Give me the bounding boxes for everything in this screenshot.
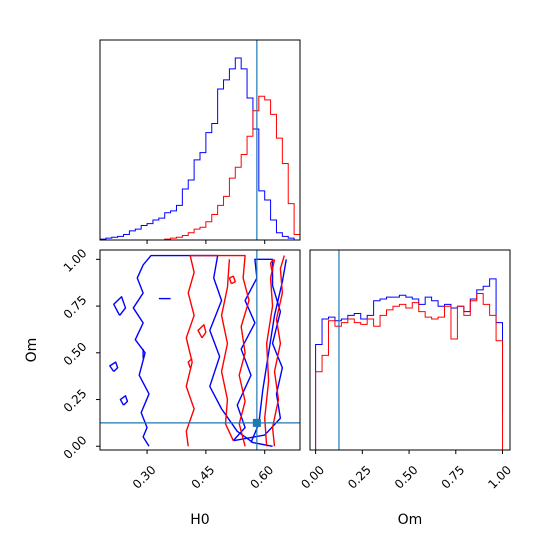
hist-om-xtick-label-2: 0.50 <box>392 463 421 492</box>
hist-om-xtick-label-4: 1.00 <box>485 463 514 492</box>
joint-contour-s0-4 <box>109 361 119 373</box>
joint-contour-s1-2 <box>271 255 285 447</box>
joint-truth-point <box>252 418 261 427</box>
joint-contour-s1-6 <box>228 275 236 285</box>
joint-ylabel: Om <box>24 338 40 363</box>
joint-contour-s1-0 <box>185 254 250 447</box>
joint-contour-s1-3 <box>264 259 276 447</box>
joint-contour-s0-3 <box>113 296 127 316</box>
joint-ytick-label-2: 0.50 <box>61 340 90 369</box>
joint-ytick-label-3: 0.75 <box>61 293 90 322</box>
joint-ytick-label-0: 0.00 <box>61 433 90 462</box>
joint-ytick-label-1: 0.25 <box>61 386 90 415</box>
hist-om-series-group <box>315 278 504 450</box>
joint-ytick-label-4: 1.00 <box>61 246 90 275</box>
joint-xtick-label-1: 0.45 <box>189 463 218 492</box>
joint-contour-s1-7 <box>269 258 274 271</box>
joint-contour-s1-5 <box>187 357 193 368</box>
joint-contour-s1-4 <box>197 324 207 339</box>
hist-om-series-1 <box>315 292 504 450</box>
joint-frame <box>99 249 301 451</box>
hist-om-xtick-label-3: 0.75 <box>439 463 468 492</box>
joint-contour-s0-1 <box>232 258 284 442</box>
hist-om-xtick-label-0: 0.00 <box>298 463 327 492</box>
hist-om-series-0 <box>315 278 504 450</box>
hist-h0-series-1 <box>100 95 300 240</box>
joint-contour-s0-5 <box>119 395 129 406</box>
hist-om-xtick-label-1: 0.25 <box>345 463 374 492</box>
joint-contour-s1-1 <box>220 259 234 441</box>
joint-xtick-label-0: 0.30 <box>130 463 159 492</box>
joint-xtick-label-2: 0.60 <box>247 463 276 492</box>
hist-om-frame <box>309 249 511 451</box>
hist-h0-series-0 <box>100 57 300 240</box>
hist-h0-frame <box>99 39 301 241</box>
hist-om-xlabel: Om <box>398 512 423 528</box>
joint-xlabel: H0 <box>190 512 209 528</box>
joint-contour-s0-0 <box>132 254 273 447</box>
joint-contours-group <box>109 254 287 447</box>
hist-h0-series-group <box>100 57 300 240</box>
